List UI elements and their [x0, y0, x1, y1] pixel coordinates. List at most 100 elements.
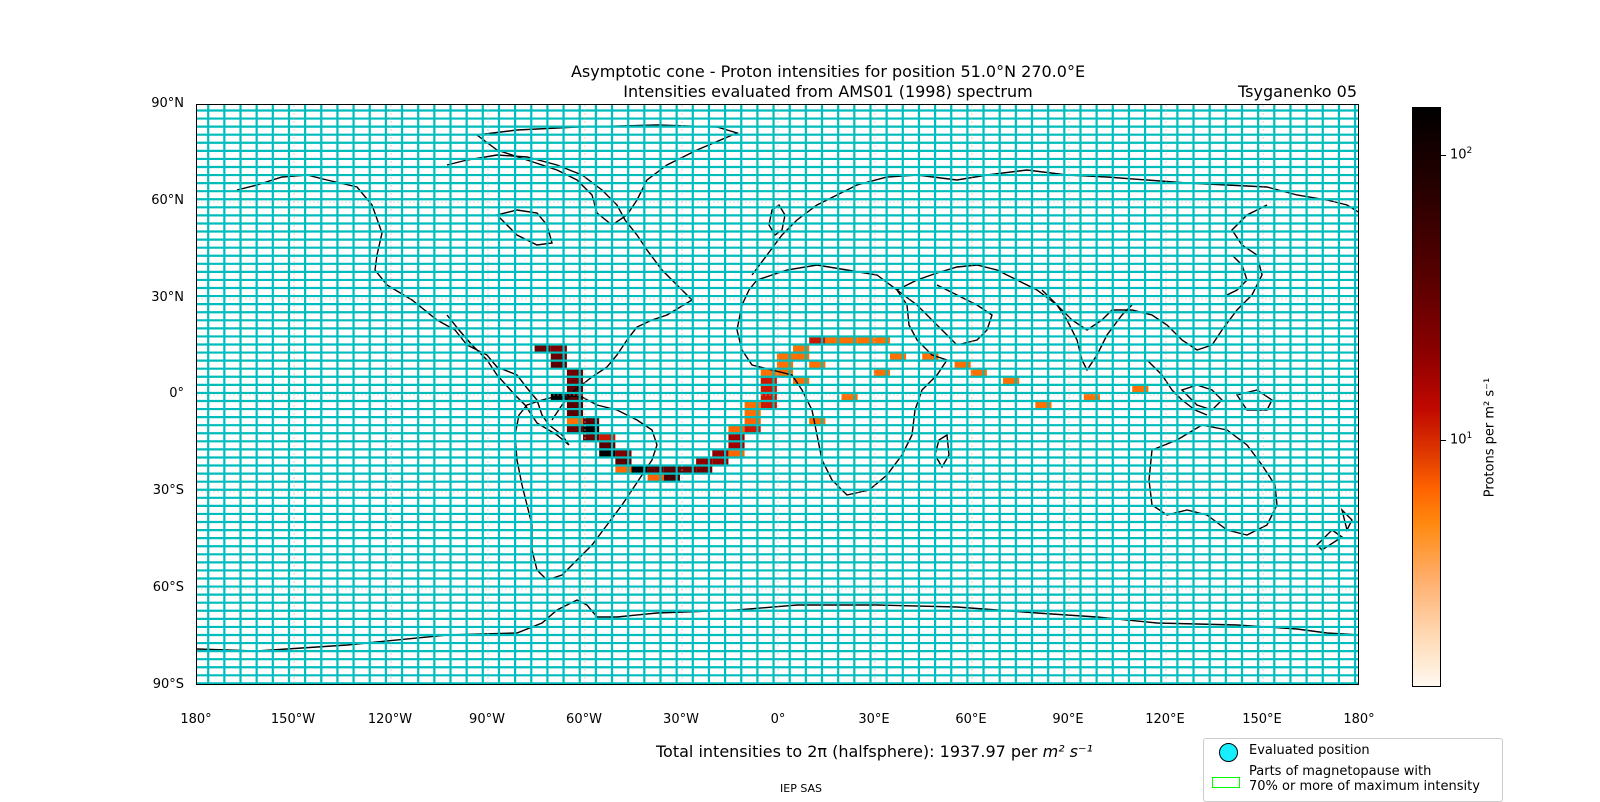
intensity-cell [583, 434, 600, 443]
intensity-cell [728, 426, 745, 435]
intensity-cell [889, 353, 907, 362]
intensity-cell [583, 426, 600, 435]
model-label: Tsyganenko 05 [1238, 82, 1357, 101]
intensity-cell [599, 434, 616, 443]
colorbar-tick-major [1441, 155, 1446, 156]
chart-subtitle: Intensities evaluated from AMS01 (1998) … [623, 82, 1033, 101]
intensity-cell [825, 337, 842, 346]
intensity-cell [1035, 401, 1052, 410]
intensity-cell [809, 361, 826, 370]
intensity-cell [954, 361, 971, 370]
intensity-cell [873, 369, 890, 378]
intensity-cell [793, 377, 810, 386]
intensity-cell [1132, 385, 1149, 394]
x-tick-label: 150°E [1242, 712, 1282, 727]
intensity-cell [1083, 393, 1100, 402]
intensity-cell [1003, 377, 1020, 386]
intensity-cell [566, 401, 584, 410]
intensity-cell [550, 345, 567, 354]
total-intensity-text: Total intensities to 2π (halfsphere): 19… [656, 742, 1093, 761]
x-tick-label: 90°E [1052, 712, 1084, 727]
coastlines [197, 124, 1358, 652]
x-tick-label: 0° [770, 712, 786, 727]
intensity-cell [728, 434, 745, 443]
intensity-cell [696, 458, 713, 467]
intensity-cell [663, 474, 680, 483]
x-tick-label: 90°W [469, 712, 505, 727]
graticule [197, 105, 1358, 684]
intensity-cell [550, 353, 567, 362]
intensity-cell [631, 466, 648, 475]
x-tick-label: 60°E [955, 712, 987, 727]
intensity-cell [712, 450, 729, 459]
intensity-cell [760, 401, 777, 410]
y-tick-label: 30°S [152, 483, 184, 498]
intensity-cell [776, 361, 794, 370]
map-plot-area [196, 104, 1359, 685]
intensity-cell [583, 417, 600, 427]
intensity-cell [744, 417, 761, 427]
x-tick-label: 150°W [270, 712, 316, 727]
y-tick-label: 90°S [152, 677, 184, 692]
intensity-cell [841, 337, 858, 346]
intensity-cell [566, 417, 584, 427]
x-tick-label: 180° [180, 712, 212, 727]
intensity-cell [841, 393, 858, 402]
intensity-cell [615, 466, 632, 475]
intensity-cell [550, 361, 567, 370]
x-tick-label: 60°W [566, 712, 602, 727]
legend-item-evaluated-position: Evaluated position [1249, 743, 1370, 758]
intensity-cell [728, 442, 745, 451]
intensity-cell [857, 337, 874, 346]
intensity-cell [793, 353, 810, 362]
intensity-cell [566, 369, 584, 378]
intensity-cell [776, 353, 794, 362]
intensity-cell [712, 458, 729, 467]
intensity-cell [550, 393, 567, 402]
intensity-cell [760, 385, 777, 394]
y-tick-label: 0° [169, 386, 184, 401]
intensity-cell [970, 369, 987, 378]
colorbar-tick-label-100: 102 [1450, 146, 1473, 163]
intensity-cell [728, 450, 745, 459]
intensity-cell [696, 466, 713, 475]
credit-label: IEP SAS [780, 782, 823, 795]
x-tick-label: 30°E [858, 712, 890, 727]
y-tick-label: 60°N [151, 193, 184, 208]
intensity-cell [760, 369, 777, 378]
intensity-cell [599, 450, 616, 459]
colorbar [1412, 107, 1441, 687]
x-tick-label: 120°W [367, 712, 413, 727]
y-tick-label: 90°N [151, 96, 184, 111]
intensity-cell [534, 345, 551, 354]
intensity-cell [566, 426, 584, 435]
intensity-cell [809, 337, 826, 346]
y-tick-label: 60°S [152, 580, 184, 595]
colorbar-tick-label-10: 101 [1450, 431, 1473, 448]
intensity-cell [599, 442, 616, 451]
intensity-cell [744, 401, 761, 410]
map-canvas [197, 105, 1358, 684]
intensity-cell [566, 377, 584, 386]
intensity-cell [922, 353, 939, 362]
intensity-cell [744, 426, 761, 435]
colorbar-label: Protons per m² s⁻¹ [1482, 377, 1498, 498]
colorbar-tick-major [1441, 440, 1446, 441]
y-tick-label: 30°N [151, 290, 184, 305]
x-tick-label: 30°W [663, 712, 699, 727]
intensity-cell [809, 417, 826, 427]
intensity-cell [679, 466, 697, 475]
intensity-cell [760, 393, 777, 402]
intensity-cell [663, 466, 680, 475]
intensity-cell [793, 345, 810, 354]
intensity-cell [744, 409, 761, 418]
legend-item-magnetopause: Parts of magnetopause with 70% or more of… [1249, 764, 1480, 794]
legend: Evaluated position Parts of magnetopause… [1203, 738, 1503, 802]
evaluated-position-marker-icon [1219, 743, 1238, 762]
intensity-cell [566, 409, 584, 418]
chart-title: Asymptotic cone - Proton intensities for… [570, 62, 1086, 81]
intensity-cell [873, 337, 890, 346]
x-tick-label: 120°E [1145, 712, 1185, 727]
intensity-cell [647, 466, 664, 475]
intensity-cell [615, 450, 632, 459]
